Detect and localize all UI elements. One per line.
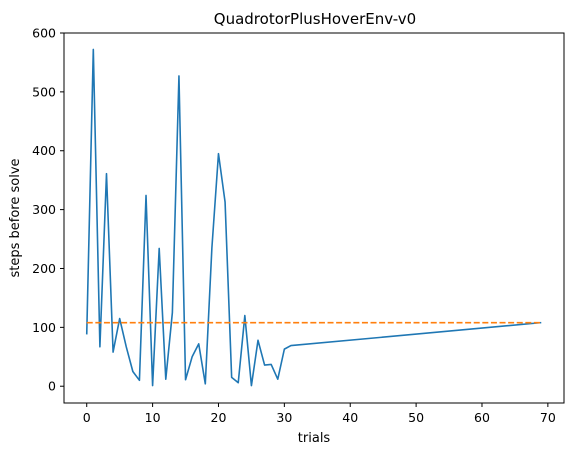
- y-tick-label: 500: [32, 84, 56, 99]
- y-tick-label: 600: [32, 26, 56, 41]
- y-axis-label: steps before solve: [8, 158, 23, 277]
- x-tick-label: 60: [474, 410, 490, 425]
- y-axis: 0 100 200 300 400 500 600: [32, 26, 64, 394]
- y-tick-label: 400: [32, 143, 56, 158]
- x-tick-label: 10: [145, 410, 161, 425]
- y-tick-label: 0: [48, 379, 56, 394]
- series-layer: [85, 48, 542, 387]
- x-tick-label: 40: [342, 410, 358, 425]
- x-tick-label: 30: [276, 410, 292, 425]
- plot-area: [63, 32, 565, 404]
- y-tick-label: 200: [32, 261, 56, 276]
- x-axis: 0 10 20 30 40 50 60 70: [83, 403, 556, 425]
- x-tick-label: 70: [540, 410, 556, 425]
- y-tick-label: 100: [32, 320, 56, 335]
- y-tick-label: 300: [32, 202, 56, 217]
- x-tick-label: 0: [83, 410, 91, 425]
- x-tick-label: 50: [408, 410, 424, 425]
- x-axis-label: trials: [298, 431, 331, 446]
- plot-frame: [63, 32, 565, 404]
- series-line: [85, 48, 542, 387]
- x-tick-label: 20: [211, 410, 227, 425]
- chart-title: QuadrotorPlusHoverEnv-v0: [214, 10, 416, 28]
